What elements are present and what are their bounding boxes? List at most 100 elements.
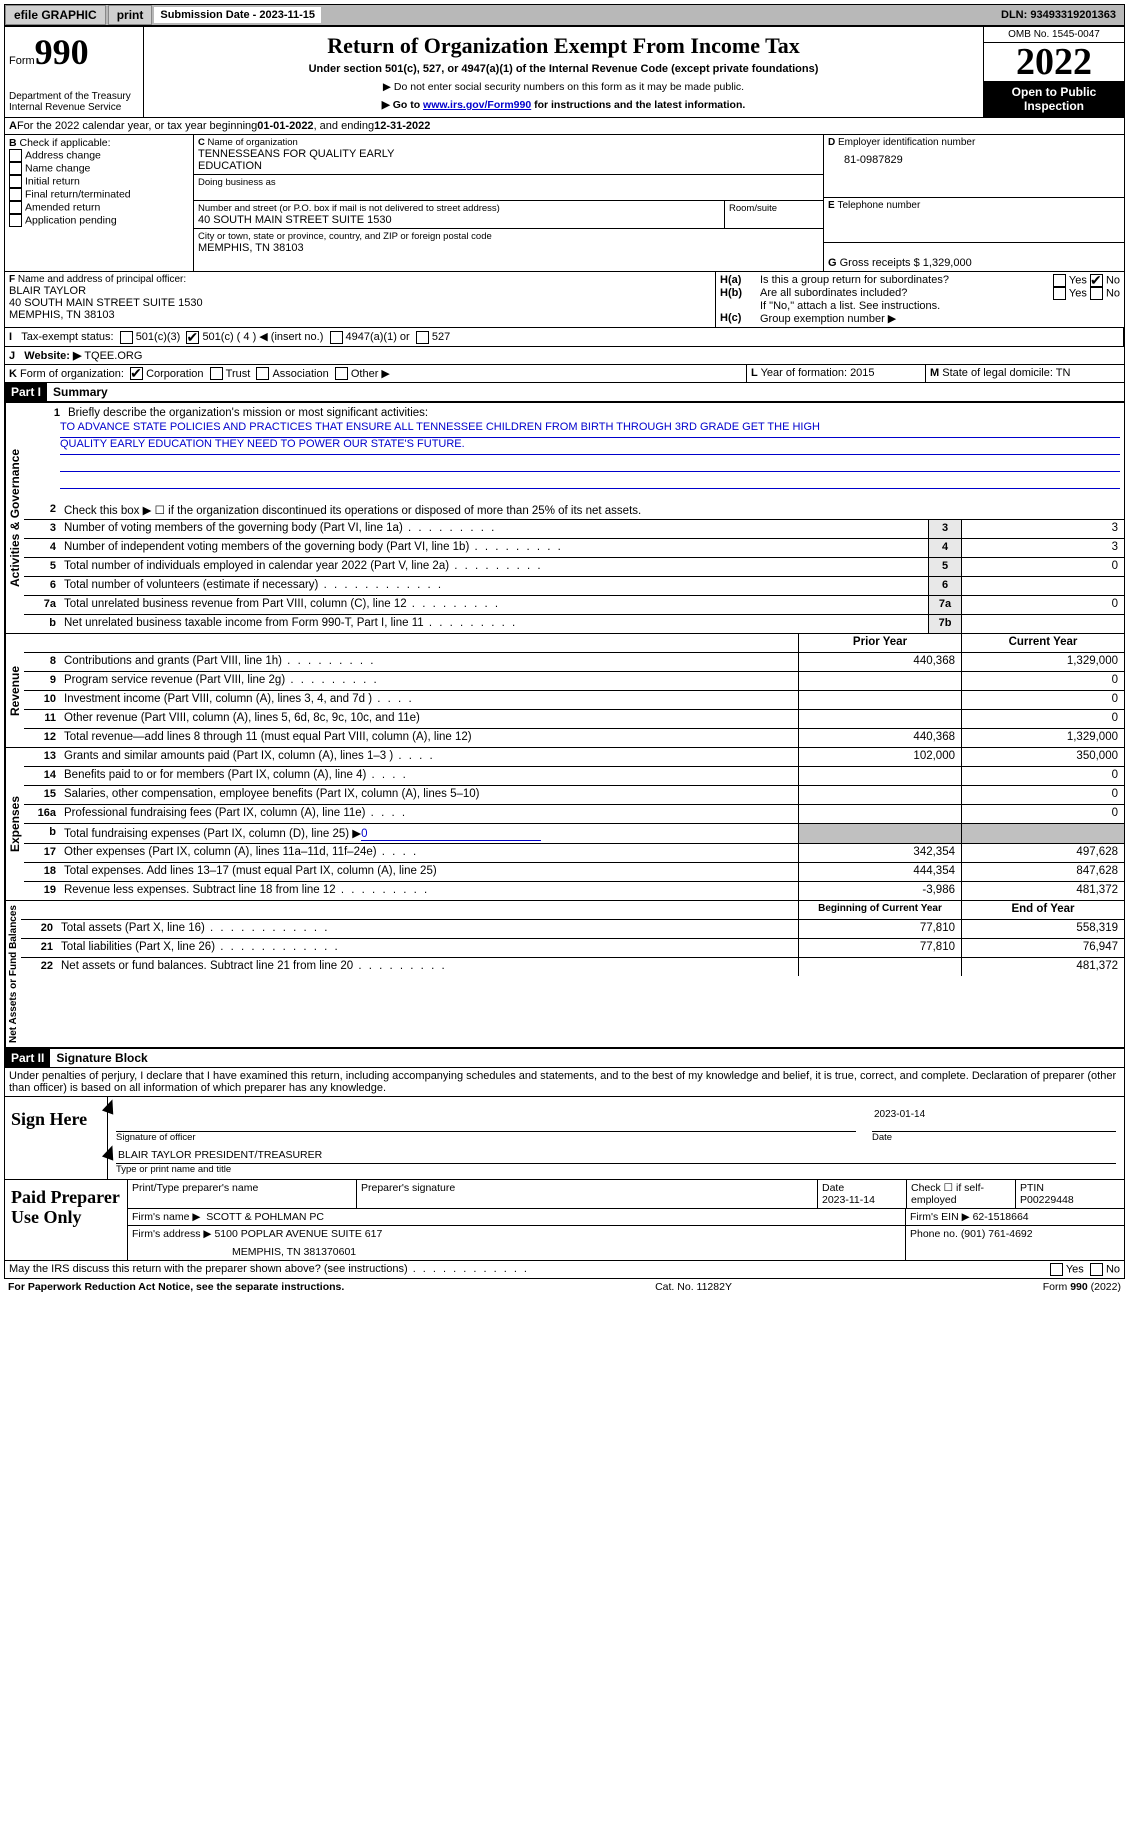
part2-bar: Part II bbox=[5, 1049, 50, 1067]
line7b: Net unrelated business taxable income fr… bbox=[60, 615, 928, 633]
dept-treasury: Department of the Treasury bbox=[9, 91, 139, 102]
checkbox-address[interactable] bbox=[9, 149, 22, 162]
dba-label: Doing business as bbox=[194, 175, 823, 201]
ha-label: Is this a group return for subordinates? bbox=[760, 274, 1053, 287]
h-prior: Prior Year bbox=[798, 634, 961, 652]
checkbox-initial[interactable] bbox=[9, 175, 22, 188]
room-label: Room/suite bbox=[725, 201, 823, 228]
paid-preparer-block: Paid Preparer Use Only Print/Type prepar… bbox=[4, 1180, 1125, 1261]
declaration: Under penalties of perjury, I declare th… bbox=[4, 1068, 1125, 1097]
hb-note: If "No," attach a list. See instructions… bbox=[720, 300, 1120, 312]
irs-label: Internal Revenue Service bbox=[9, 102, 139, 113]
vlabel-activities: Activities & Governance bbox=[5, 403, 24, 633]
hc-label: Group exemption number ▶ bbox=[760, 312, 896, 325]
line2: Check this box ▶ ☐ if the organization d… bbox=[60, 501, 1124, 519]
subtitle-2: ▶ Do not enter social security numbers o… bbox=[150, 81, 977, 93]
form-prefix: Form bbox=[9, 55, 35, 67]
line3: Number of voting members of the governin… bbox=[60, 520, 928, 538]
officer-name: BLAIR TAYLOR bbox=[9, 285, 711, 297]
line-a-mid: , and ending bbox=[314, 120, 375, 132]
b-label: Check if applicable: bbox=[20, 137, 111, 149]
efile-label: efile GRAPHIC bbox=[5, 5, 106, 25]
checkbox-final[interactable] bbox=[9, 188, 22, 201]
form-number: 990 bbox=[35, 32, 89, 72]
date-label: Date bbox=[872, 1132, 1124, 1143]
officer-name-title: BLAIR TAYLOR PRESIDENT/TREASURER bbox=[118, 1149, 322, 1161]
website: TQEE.ORG bbox=[84, 350, 142, 362]
goto-post: for instructions and the latest informat… bbox=[531, 99, 745, 111]
addr-label: Number and street (or P.O. box if mail i… bbox=[198, 203, 720, 214]
l-label: Year of formation: bbox=[761, 367, 850, 379]
city-state-zip: MEMPHIS, TN 38103 bbox=[198, 242, 819, 254]
mission-2: QUALITY EARLY EDUCATION THEY NEED TO POW… bbox=[60, 438, 1120, 455]
submission-date: Submission Date - 2023-11-15 bbox=[154, 7, 321, 23]
line-a-pre: For the 2022 calendar year, or tax year … bbox=[17, 120, 257, 132]
form-title: Return of Organization Exempt From Incom… bbox=[150, 33, 977, 59]
val-4: 3 bbox=[961, 539, 1124, 557]
f-label: Name and address of principal officer: bbox=[18, 274, 186, 285]
e-label: Telephone number bbox=[837, 200, 920, 211]
line7a: Total unrelated business revenue from Pa… bbox=[60, 596, 928, 614]
line5: Total number of individuals employed in … bbox=[60, 558, 928, 576]
dln: DLN: 93493319201363 bbox=[993, 7, 1124, 23]
m-label: State of legal domicile: bbox=[942, 367, 1056, 379]
print-button[interactable]: print bbox=[108, 5, 153, 25]
vlabel-netassets: Net Assets or Fund Balances bbox=[5, 901, 21, 1047]
tax-year: 2022 bbox=[984, 43, 1124, 81]
line1-label: Briefly describe the organization's miss… bbox=[64, 405, 1120, 421]
discuss-text: May the IRS discuss this return with the… bbox=[9, 1263, 529, 1276]
k-label: Form of organization: bbox=[20, 368, 124, 380]
entity-block: B Check if applicable: Address change Na… bbox=[4, 135, 1125, 272]
i-label: Tax-exempt status: bbox=[21, 331, 113, 343]
goto-pre: ▶ Go to bbox=[382, 99, 423, 111]
subtitle-1: Under section 501(c), 527, or 4947(a)(1)… bbox=[150, 63, 977, 75]
vlabel-revenue: Revenue bbox=[5, 634, 24, 747]
part1-title: Summary bbox=[47, 383, 114, 401]
gross-receipts: 1,329,000 bbox=[923, 257, 972, 269]
officer-addr2: MEMPHIS, TN 38103 bbox=[9, 309, 711, 321]
d-label: Employer identification number bbox=[838, 137, 975, 148]
h-curr: Current Year bbox=[961, 634, 1124, 652]
org-name-1: TENNESSEANS FOR QUALITY EARLY bbox=[198, 148, 819, 160]
form-header: Form990 Department of the Treasury Inter… bbox=[4, 26, 1125, 118]
irs-link[interactable]: www.irs.gov/Form990 bbox=[423, 99, 531, 111]
val-6 bbox=[961, 577, 1124, 595]
street-address: 40 SOUTH MAIN STREET SUITE 1530 bbox=[198, 214, 720, 226]
part2-title: Signature Block bbox=[50, 1049, 153, 1067]
checkbox-name[interactable] bbox=[9, 162, 22, 175]
sig-date-val: 2023-01-14 bbox=[874, 1109, 925, 1120]
org-name-2: EDUCATION bbox=[198, 160, 819, 172]
checkbox-amended[interactable] bbox=[9, 201, 22, 214]
type-name-label: Type or print name and title bbox=[116, 1164, 1124, 1179]
year-begin: 01-01-2022 bbox=[257, 120, 313, 132]
line4: Number of independent voting members of … bbox=[60, 539, 928, 557]
ein-value: 81-0987829 bbox=[828, 148, 1120, 166]
officer-addr1: 40 SOUTH MAIN STREET SUITE 1530 bbox=[9, 297, 711, 309]
mission-1: TO ADVANCE STATE POLICIES AND PRACTICES … bbox=[60, 421, 1120, 438]
sign-here-label: Sign Here bbox=[5, 1097, 108, 1179]
open-inspection: Open to Public Inspection bbox=[984, 81, 1124, 117]
footer-left: For Paperwork Reduction Act Notice, see … bbox=[8, 1281, 344, 1293]
city-label: City or town, state or province, country… bbox=[198, 231, 819, 242]
g-label: Gross receipts $ bbox=[840, 257, 920, 269]
c-label: Name of organization bbox=[208, 137, 298, 148]
sign-here-block: Sign Here Signature of officer 2023-01-1… bbox=[4, 1097, 1125, 1180]
summary-table: Activities & Governance 1Briefly describ… bbox=[4, 402, 1125, 634]
val-3: 3 bbox=[961, 520, 1124, 538]
footer-mid: Cat. No. 11282Y bbox=[655, 1281, 732, 1293]
paid-preparer-label: Paid Preparer Use Only bbox=[5, 1180, 128, 1260]
sig-officer-label: Signature of officer bbox=[116, 1132, 864, 1143]
val-5: 0 bbox=[961, 558, 1124, 576]
vlabel-expenses: Expenses bbox=[5, 748, 24, 900]
year-formation: 2015 bbox=[850, 367, 874, 379]
checkbox-pending[interactable] bbox=[9, 214, 22, 227]
footer-right: Form 990 (2022) bbox=[1043, 1281, 1121, 1293]
val-7a: 0 bbox=[961, 596, 1124, 614]
year-end: 12-31-2022 bbox=[374, 120, 430, 132]
val-7b bbox=[961, 615, 1124, 633]
j-label: Website: ▶ bbox=[24, 350, 81, 362]
hb-label: Are all subordinates included? bbox=[760, 287, 1053, 300]
line6: Total number of volunteers (estimate if … bbox=[60, 577, 928, 595]
topbar: efile GRAPHIC print Submission Date - 20… bbox=[4, 4, 1125, 26]
domicile-state: TN bbox=[1056, 367, 1071, 379]
